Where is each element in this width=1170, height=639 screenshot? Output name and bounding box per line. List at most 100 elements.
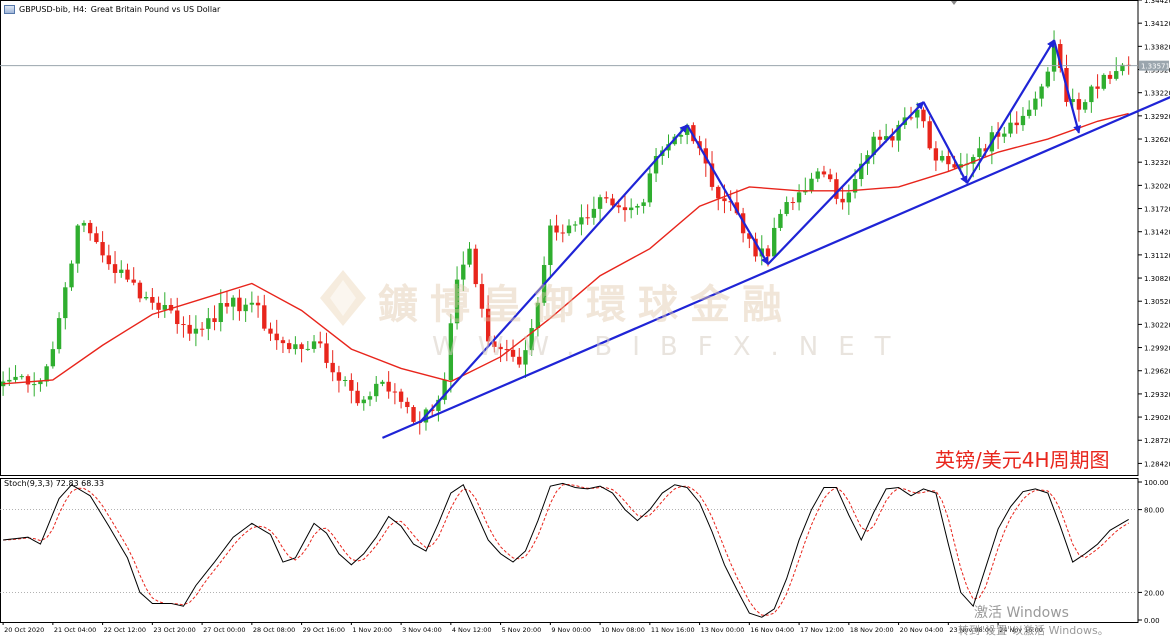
time-axis-tick-label: 18 Nov 20:00 (850, 626, 894, 634)
price-axis-tick-label: 1.34120 (1144, 20, 1170, 28)
candle-body (355, 390, 360, 404)
chart-header: GBPUSD-bib, H4: Great Britain Pound vs U… (4, 2, 220, 16)
candle-body (112, 264, 118, 273)
candle-body (119, 269, 124, 273)
candle-body (32, 384, 37, 386)
time-axis-tick-label: 4 Nov 12:00 (452, 626, 492, 634)
candle-body (125, 269, 130, 280)
price-axis-tick-label: 1.32320 (1144, 159, 1170, 167)
time-axis-tick-label: 27 Oct 00:00 (203, 626, 245, 634)
time-axis-tick-label: 17 Nov 12:00 (800, 626, 844, 634)
stochastic-level-label: 0.00 (1144, 617, 1160, 625)
candle-body (411, 407, 416, 422)
candle-body (908, 117, 914, 119)
candle-body (995, 132, 1001, 137)
candle-body (156, 302, 161, 310)
candle-body (1120, 64, 1125, 72)
candle-body (566, 225, 572, 234)
watermark-brand: 鑛博皇御環球金融 (378, 282, 794, 328)
time-axis-tick-label: 3 Nov 04:00 (402, 626, 442, 634)
candle-body (13, 376, 18, 380)
candle-body (504, 349, 509, 351)
candle-body (647, 173, 653, 203)
candle-body (1107, 74, 1113, 79)
candle-body (616, 205, 621, 208)
candle-body (971, 157, 976, 164)
time-axis-tick-label: 16 Nov 04:00 (750, 626, 794, 634)
candle-body (436, 399, 441, 411)
candle-body (790, 202, 796, 204)
candle-body (224, 303, 230, 307)
candle-body (286, 343, 292, 350)
candle-body (243, 304, 248, 312)
time-axis-tick-label: 11 Nov 16:00 (651, 626, 695, 634)
stochastic-level-label: 80.00 (1144, 507, 1164, 515)
candle-body (461, 264, 466, 280)
time-axis-tick-label: 21 Oct 04:00 (54, 626, 96, 634)
zigzag-arrow-segment (1052, 39, 1081, 134)
candle-body (591, 208, 597, 218)
candle-body (517, 356, 522, 365)
candle-body (548, 225, 553, 265)
price-axis-tick-label: 1.29020 (1144, 414, 1170, 422)
candle-body (846, 192, 852, 203)
moving-average-line (3, 112, 1129, 385)
candle-body (1014, 122, 1019, 126)
zigzag-arrow-segment (767, 101, 925, 265)
candle-body (485, 308, 491, 342)
current-price-label: 1.33571 (1141, 63, 1170, 71)
candle-body (635, 205, 640, 208)
candle-body (1033, 98, 1038, 110)
time-axis-tick-label: 5 Nov 20:00 (502, 626, 542, 634)
stochastic-level-label: 20.00 (1144, 589, 1164, 597)
candle-body (454, 279, 460, 324)
current-price-tag (1139, 60, 1169, 71)
candle-body (218, 303, 223, 322)
candle-body (946, 156, 951, 165)
price-axis-tick-label: 1.32620 (1144, 136, 1170, 144)
candle-body (560, 232, 565, 234)
time-axis-tick-label: 1 Nov 20:00 (352, 626, 392, 634)
candle-body (840, 198, 845, 203)
candle-body (722, 198, 727, 202)
candle-body (1089, 86, 1094, 103)
time-axis-tick-label: 20 Nov 04:00 (900, 626, 944, 634)
candle-body (69, 263, 74, 288)
candle-body (143, 296, 149, 299)
price-axis-tick-label: 1.33820 (1144, 43, 1170, 51)
candle-body (1008, 122, 1013, 134)
candle-body (492, 341, 497, 347)
candle-body (336, 372, 342, 381)
price-axis-tick-label: 1.32920 (1144, 113, 1170, 121)
candle-body (249, 302, 255, 305)
time-axis-tick-label: 29 Oct 16:00 (303, 626, 345, 634)
stochastic-signal-line (3, 484, 1129, 616)
candle-body (206, 318, 211, 329)
candle-body (181, 324, 186, 326)
candle-body (535, 302, 541, 329)
price-axis-tick-label: 1.32020 (1144, 182, 1170, 190)
candle-body (81, 222, 87, 226)
candle-body (7, 379, 12, 382)
candle-body (573, 224, 578, 226)
candle-body (883, 136, 889, 140)
candle-body (852, 179, 858, 193)
candle-body (927, 121, 932, 149)
candle-body (1045, 71, 1051, 87)
candle-body (398, 391, 404, 402)
candle-body (175, 310, 180, 325)
candle-body (523, 350, 528, 365)
time-axis-tick-label: 23 Oct 20:00 (153, 626, 195, 634)
candle-body (890, 136, 895, 141)
candle-body (280, 340, 286, 344)
candle-body (896, 124, 901, 141)
zigzag-arrow-segment (922, 101, 968, 184)
candle-body (318, 341, 323, 344)
candle-body (772, 227, 777, 257)
symbol-label: GBPUSD-bib, H4: (19, 4, 87, 14)
watermark-url: WWW.BIBFX.NET (432, 332, 911, 362)
candle-body (56, 318, 62, 350)
candles-group (0, 30, 1131, 435)
